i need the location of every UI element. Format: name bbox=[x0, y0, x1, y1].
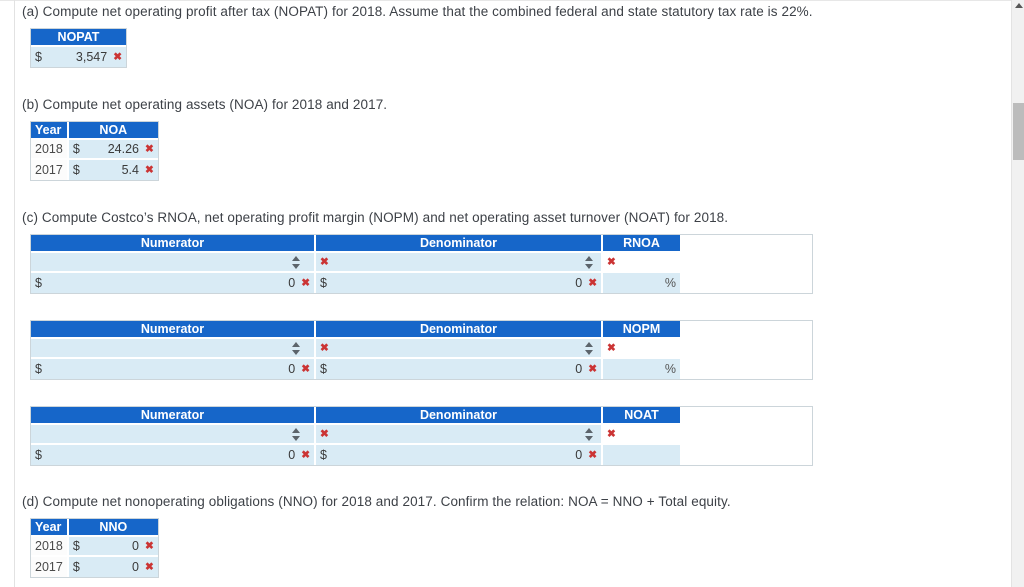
scrollbar-thumb[interactable] bbox=[1013, 103, 1024, 160]
table-row: 2017 $ 0 ✖ bbox=[31, 557, 158, 577]
value-row: $ 0 ✖ $ 0 ✖ % bbox=[31, 359, 680, 379]
incorrect-icon: ✖ bbox=[607, 427, 616, 440]
noa-2018-input[interactable]: 24.26 bbox=[107, 142, 139, 156]
incorrect-icon: ✖ bbox=[588, 362, 597, 375]
noa-2017-input[interactable]: 5.4 bbox=[121, 163, 139, 177]
numerator-select-spinner-icon[interactable] bbox=[288, 341, 304, 355]
denominator-input[interactable]: 0 bbox=[575, 362, 583, 376]
part-c-prompt: (c) Compute Costco’s RNOA, net operating… bbox=[22, 210, 729, 225]
incorrect-icon: ✖ bbox=[145, 539, 154, 552]
table-row: 2018 $ 24.26 ✖ bbox=[31, 140, 158, 160]
nno-header: NNO bbox=[68, 519, 158, 537]
part-d-prompt: (d) Compute net nonoperating obligations… bbox=[22, 494, 731, 509]
incorrect-icon: ✖ bbox=[607, 341, 616, 354]
table-row: 2017 $ 5.4 ✖ bbox=[31, 160, 158, 180]
ratio-table-noat: Numerator Denominator NOAT ✖ ✖ bbox=[30, 406, 813, 466]
nno-2018-input[interactable]: 0 bbox=[132, 539, 139, 553]
incorrect-icon: ✖ bbox=[588, 276, 597, 289]
year-label: 2018 bbox=[31, 537, 69, 557]
year-header: Year bbox=[31, 519, 69, 537]
year-label: 2017 bbox=[31, 557, 69, 577]
nopat-header: NOPAT bbox=[31, 29, 126, 47]
ratio-unit: % bbox=[664, 276, 676, 290]
incorrect-icon: ✖ bbox=[320, 341, 329, 354]
select-row: ✖ ✖ bbox=[31, 339, 680, 359]
currency-symbol: $ bbox=[72, 560, 80, 574]
part-d-section: (d) Compute net nonoperating obligations… bbox=[22, 494, 813, 578]
denominator-select-spinner-icon[interactable] bbox=[581, 341, 597, 355]
noa-table: Year NOA 2018 $ 24.26 ✖ bbox=[30, 121, 159, 181]
scroll-up-icon[interactable] bbox=[1015, 3, 1023, 8]
year-label: 2017 bbox=[31, 160, 69, 180]
question-panel: (a) Compute net operating profit after t… bbox=[22, 4, 813, 578]
incorrect-icon: ✖ bbox=[607, 255, 616, 268]
currency-symbol: $ bbox=[35, 50, 42, 64]
nopm-header: NOPM bbox=[603, 321, 680, 339]
denominator-header: Denominator bbox=[316, 407, 603, 425]
incorrect-icon: ✖ bbox=[320, 255, 329, 268]
part-b-section: (b) Compute net operating assets (NOA) f… bbox=[22, 97, 813, 210]
incorrect-icon: ✖ bbox=[320, 427, 329, 440]
currency-symbol: $ bbox=[35, 362, 42, 376]
currency-symbol: $ bbox=[35, 276, 42, 290]
numerator-select-spinner-icon[interactable] bbox=[288, 255, 304, 269]
select-row: ✖ ✖ bbox=[31, 253, 680, 273]
panel-left-border bbox=[14, 0, 15, 587]
ratio-table-rnoa: Numerator Denominator RNOA ✖ ✖ bbox=[30, 234, 813, 294]
ratio-table-nopm: Numerator Denominator NOPM ✖ ✖ bbox=[30, 320, 813, 380]
incorrect-icon: ✖ bbox=[145, 163, 154, 176]
noa-header: NOA bbox=[68, 122, 158, 140]
nopat-input[interactable]: 3,547 bbox=[75, 50, 108, 64]
numerator-header: Numerator bbox=[31, 407, 316, 425]
year-label: 2018 bbox=[31, 140, 69, 160]
value-row: $ 0 ✖ $ 0 ✖ bbox=[31, 445, 680, 465]
rnoa-header: RNOA bbox=[603, 235, 680, 253]
denominator-select-spinner-icon[interactable] bbox=[581, 427, 597, 441]
part-a-section: (a) Compute net operating profit after t… bbox=[22, 4, 813, 97]
incorrect-icon: ✖ bbox=[145, 560, 154, 573]
numerator-select-spinner-icon[interactable] bbox=[288, 427, 304, 441]
incorrect-icon: ✖ bbox=[588, 448, 597, 461]
currency-symbol: $ bbox=[72, 163, 80, 177]
noat-header: NOAT bbox=[603, 407, 680, 425]
denominator-select-spinner-icon[interactable] bbox=[581, 255, 597, 269]
nno-2017-input[interactable]: 0 bbox=[132, 560, 139, 574]
select-row: ✖ ✖ bbox=[31, 425, 680, 445]
part-a-prompt: (a) Compute net operating profit after t… bbox=[22, 4, 813, 19]
nno-table: Year NNO 2018 $ 0 ✖ bbox=[30, 518, 159, 578]
year-header: Year bbox=[31, 122, 69, 140]
part-b-prompt: (b) Compute net operating assets (NOA) f… bbox=[22, 97, 388, 112]
denominator-input[interactable]: 0 bbox=[575, 276, 583, 290]
table-row: 2018 $ 0 ✖ bbox=[31, 537, 158, 557]
ratio-unit: % bbox=[664, 362, 676, 376]
denominator-header: Denominator bbox=[316, 235, 603, 253]
denominator-header: Denominator bbox=[316, 321, 603, 339]
currency-symbol: $ bbox=[320, 276, 327, 290]
incorrect-icon: ✖ bbox=[301, 362, 310, 375]
currency-symbol: $ bbox=[35, 448, 42, 462]
value-row: $ 0 ✖ $ 0 ✖ % bbox=[31, 273, 680, 293]
incorrect-icon: ✖ bbox=[113, 50, 122, 63]
scrollbar[interactable] bbox=[1011, 0, 1024, 587]
incorrect-icon: ✖ bbox=[145, 142, 154, 155]
numerator-input[interactable]: 0 bbox=[288, 362, 296, 376]
denominator-input[interactable]: 0 bbox=[575, 448, 583, 462]
currency-symbol: $ bbox=[72, 142, 80, 156]
numerator-header: Numerator bbox=[31, 235, 316, 253]
currency-symbol: $ bbox=[320, 362, 327, 376]
nopat-table: NOPAT $ 3,547 ✖ bbox=[30, 28, 127, 68]
currency-symbol: $ bbox=[320, 448, 327, 462]
numerator-header: Numerator bbox=[31, 321, 316, 339]
incorrect-icon: ✖ bbox=[301, 276, 310, 289]
numerator-input[interactable]: 0 bbox=[288, 276, 296, 290]
incorrect-icon: ✖ bbox=[301, 448, 310, 461]
numerator-input[interactable]: 0 bbox=[288, 448, 296, 462]
page-top-border bbox=[0, 0, 1011, 1]
currency-symbol: $ bbox=[72, 539, 80, 553]
part-c-section: (c) Compute Costco’s RNOA, net operating… bbox=[22, 210, 813, 466]
